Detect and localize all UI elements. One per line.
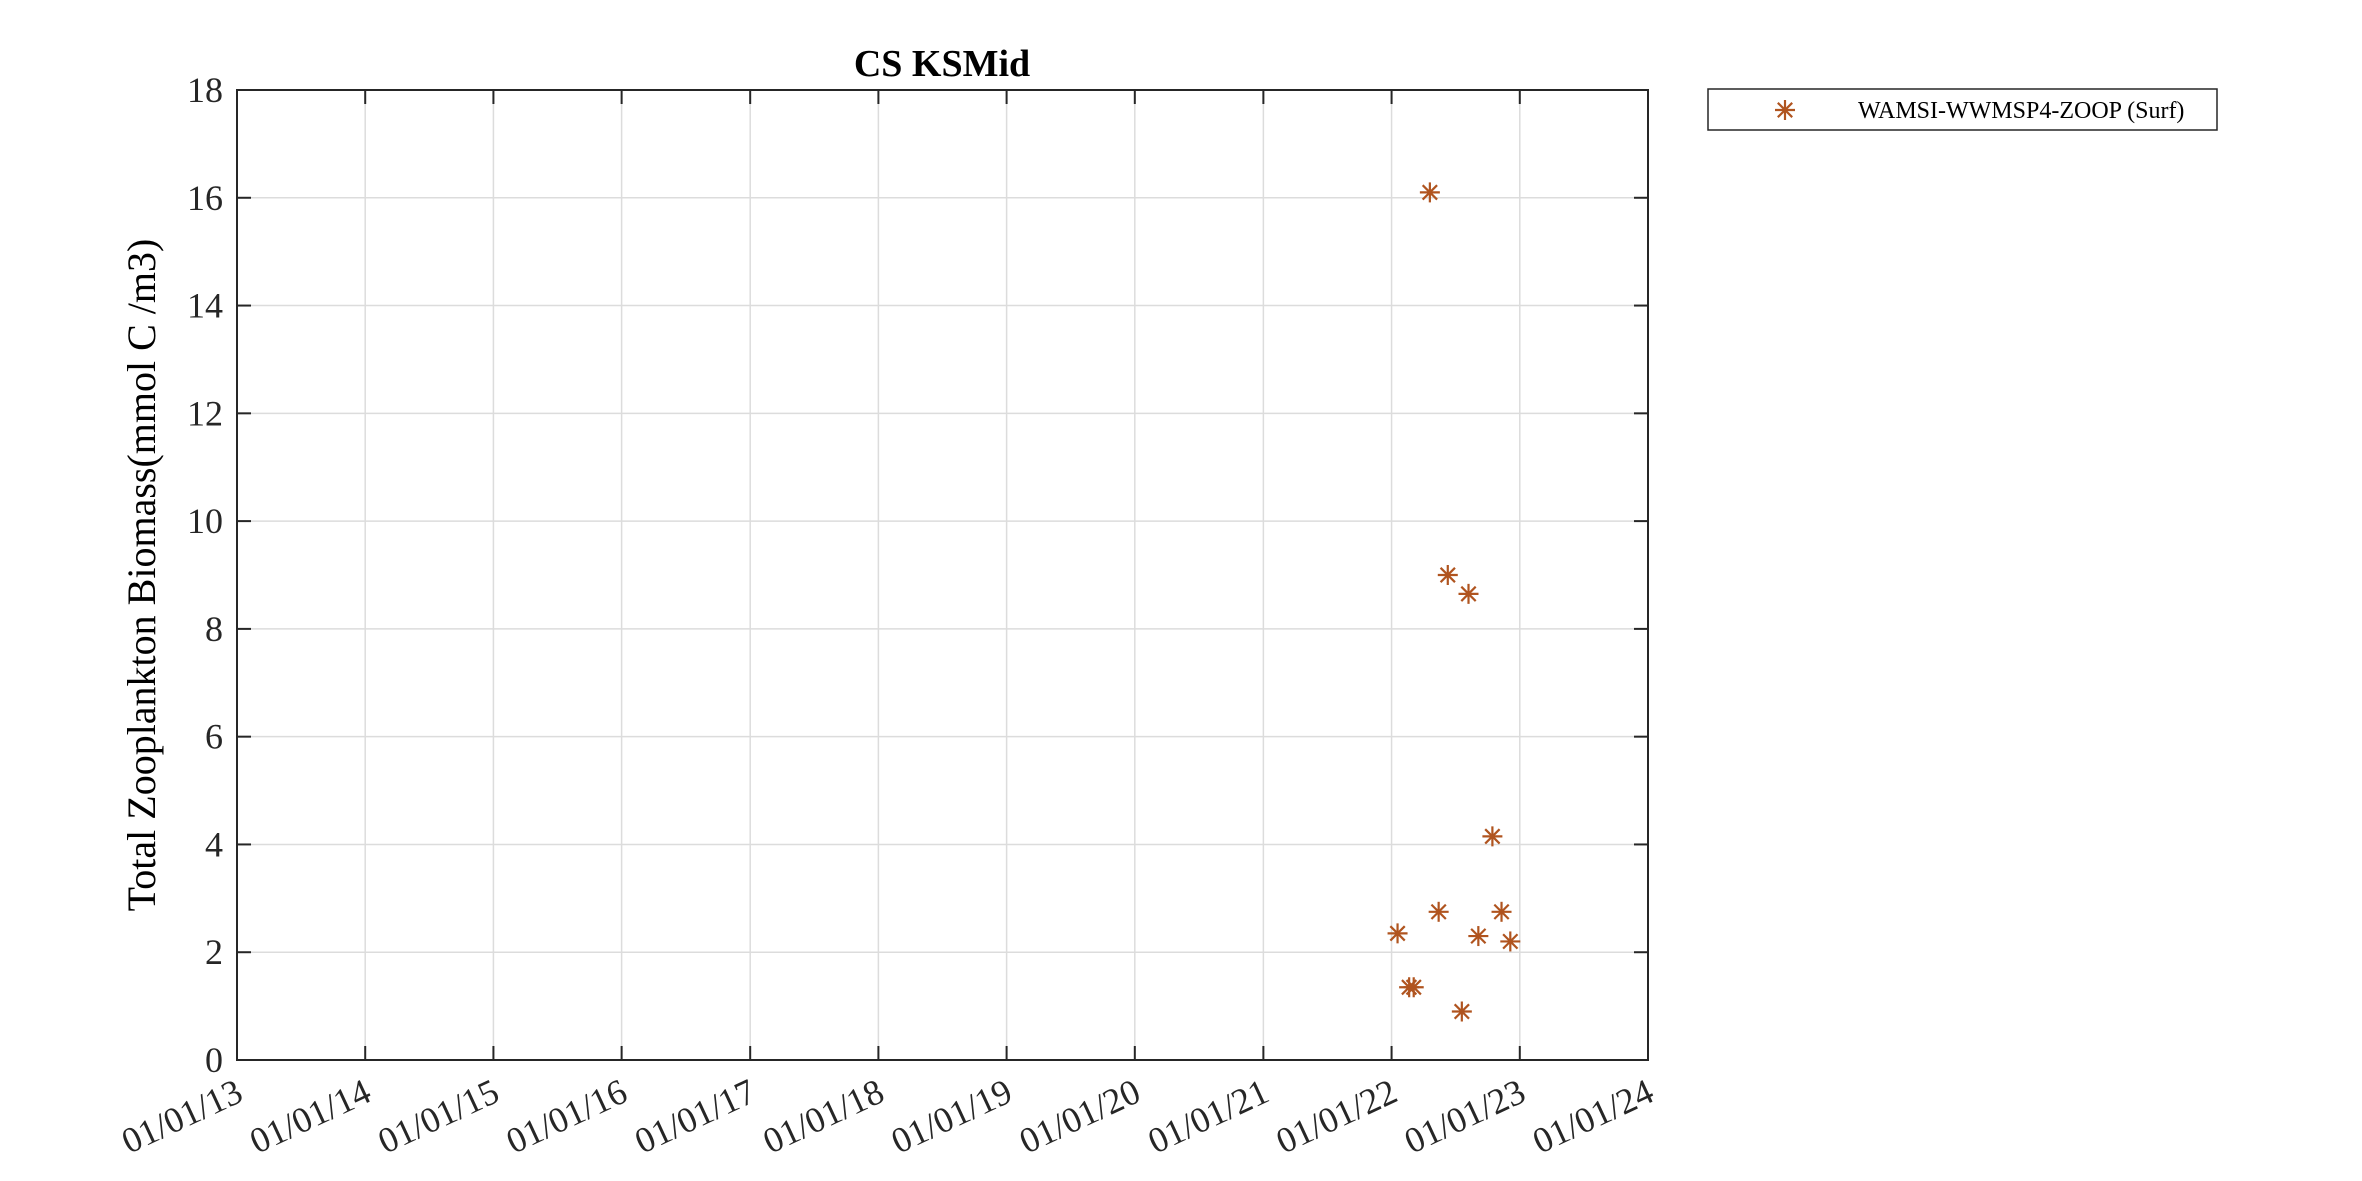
x-tick-label: 01/01/14 bbox=[244, 1071, 377, 1161]
y-tick-labels: 0 2 4 6 8 10 12 14 16 18 bbox=[187, 70, 223, 1080]
legend-label: WAMSI-WWMSP4-ZOOP (Surf) bbox=[1858, 98, 2184, 124]
grid-lines bbox=[237, 90, 1648, 1060]
x-tick-label: 01/01/19 bbox=[885, 1071, 1018, 1161]
x-tick-label: 01/01/20 bbox=[1013, 1071, 1146, 1161]
data-point bbox=[1458, 583, 1479, 604]
data-point bbox=[1419, 182, 1440, 203]
data-point bbox=[1437, 565, 1458, 585]
chart-title: CS KSMid bbox=[854, 43, 1030, 85]
y-tick-label: 6 bbox=[205, 717, 223, 757]
y-axis-label: Total Zooplankton Biomass(mmol C /m3) bbox=[119, 239, 164, 912]
data-point bbox=[1387, 923, 1408, 944]
x-tick-label: 01/01/24 bbox=[1526, 1071, 1659, 1161]
y-tick-label: 2 bbox=[205, 932, 223, 972]
x-tick-label: 01/01/18 bbox=[757, 1071, 890, 1161]
legend-asterisk-marker bbox=[1775, 100, 1795, 120]
y-tick-label: 12 bbox=[187, 393, 223, 433]
y-tick-label: 8 bbox=[205, 609, 223, 649]
x-tick-label: 01/01/16 bbox=[500, 1071, 633, 1161]
data-point bbox=[1468, 926, 1489, 947]
legend-marker bbox=[1775, 100, 1795, 120]
data-point bbox=[1451, 1001, 1472, 1022]
data-point bbox=[1482, 826, 1503, 847]
data-point bbox=[1428, 901, 1449, 922]
y-tick-label: 18 bbox=[187, 70, 223, 110]
y-tick-label: 10 bbox=[187, 501, 223, 541]
data-point bbox=[1500, 931, 1521, 952]
x-tick-label: 01/01/13 bbox=[115, 1071, 248, 1161]
plot-area bbox=[236, 89, 1649, 1061]
x-tick-label: 01/01/15 bbox=[372, 1071, 505, 1161]
y-tick-label: 4 bbox=[205, 824, 223, 864]
data-point bbox=[1403, 977, 1424, 998]
y-tick-label: 14 bbox=[187, 286, 223, 326]
y-tick-label: 0 bbox=[205, 1040, 223, 1080]
series-points bbox=[1387, 182, 1521, 1022]
y-tick-label: 16 bbox=[187, 178, 223, 218]
x-tick-label: 01/01/21 bbox=[1142, 1071, 1275, 1161]
legend: WAMSI-WWMSP4-ZOOP (Surf) bbox=[1707, 88, 2218, 131]
x-tick-label: 01/01/17 bbox=[629, 1071, 762, 1161]
x-tick-label: 01/01/23 bbox=[1398, 1071, 1531, 1161]
x-tick-labels: 01/01/1301/01/1401/01/1501/01/1601/01/17… bbox=[115, 1071, 1659, 1161]
data-point bbox=[1491, 901, 1512, 922]
x-tick-label: 01/01/22 bbox=[1270, 1071, 1403, 1161]
